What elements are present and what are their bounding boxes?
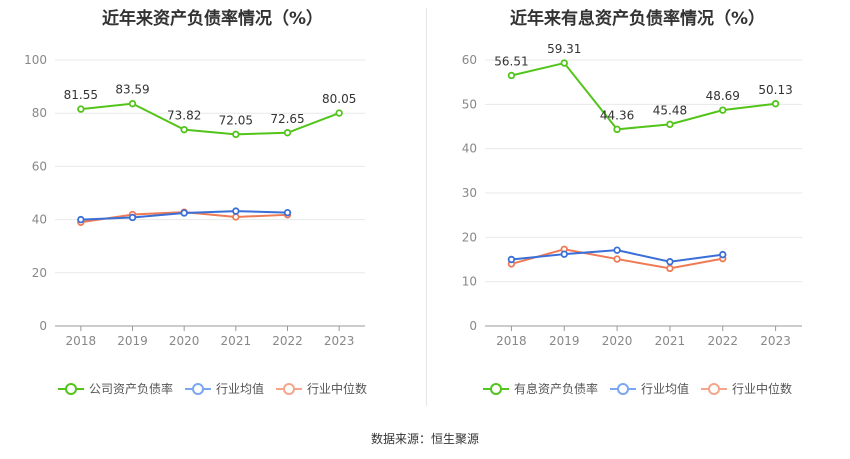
y-tick-label: 40	[32, 213, 47, 227]
data-point	[719, 250, 727, 259]
x-tick-label: 2022	[707, 334, 738, 348]
x-tick-label: 2023	[760, 334, 791, 348]
data-label: 50.13	[758, 83, 792, 97]
legend-marker-icon	[482, 382, 509, 396]
data-point	[771, 100, 780, 108]
y-tick-label: 0	[469, 319, 477, 333]
chart-panel-interest-debt-ratio: 近年来有息资产负债率情况（%） 0 10 20 30 40 50 60 2018 2019 202…	[425, 0, 850, 420]
data-label: 44.36	[600, 108, 634, 122]
data-point	[232, 130, 240, 139]
data-label: 80.05	[322, 92, 356, 106]
x-tick-label: 2018	[496, 334, 527, 348]
data-point	[666, 120, 674, 129]
series-line	[80, 102, 340, 136]
y-tick-label: 30	[462, 186, 477, 200]
data-label: 72.65	[270, 112, 304, 126]
data-point	[719, 106, 727, 114]
legend-item-industry-median[interactable]: 行业中位数	[701, 380, 792, 397]
legend-marker-icon	[701, 382, 727, 396]
legend-item-company[interactable]: 有息资产负债率	[482, 380, 598, 397]
legend-label: 行业均值	[215, 382, 264, 396]
y-tick-label: 20	[32, 266, 47, 280]
chart-title: 近年来有息资产负债率情况（%）	[509, 9, 766, 29]
x-tick-label: 2018	[66, 334, 97, 348]
data-point	[507, 255, 516, 264]
y-tick-label: 10	[462, 275, 477, 289]
y-tick-label: 40	[462, 142, 477, 156]
y-tick-label: 20	[462, 230, 477, 244]
legend-label: 行业中位数	[307, 382, 368, 396]
data-point	[666, 264, 674, 273]
data-point	[560, 59, 568, 67]
series-line	[511, 61, 776, 131]
panel-divider	[426, 8, 427, 406]
legend-item-industry-mean[interactable]: 行业均值	[184, 380, 264, 397]
data-point	[180, 209, 188, 217]
legend-marker-icon	[276, 382, 302, 396]
data-point	[613, 255, 621, 263]
data-point	[507, 71, 516, 80]
legend-label: 有息资产负债率	[513, 382, 598, 396]
data-label: 81.55	[64, 88, 98, 102]
legend-label: 公司资产负债率	[88, 382, 173, 396]
x-tick-label: 2019	[549, 334, 580, 348]
data-point	[77, 105, 85, 113]
data-label: 72.05	[219, 113, 253, 127]
y-tick-label: 80	[32, 106, 47, 120]
data-point	[77, 215, 85, 224]
data-point	[283, 129, 292, 137]
data-point	[335, 109, 343, 117]
data-point	[283, 208, 292, 217]
data-label: 48.69	[706, 89, 740, 103]
x-tick-label: 2020	[602, 334, 633, 348]
line-chart: 0 20 40 60 80 100 2018 2019 2020 2021 2022 2023 81.5…	[24, 53, 365, 348]
data-label: 73.82	[167, 109, 201, 123]
data-source: 数据来源：恒生聚源	[370, 432, 479, 446]
data-point	[613, 125, 621, 134]
data-point	[232, 213, 240, 221]
data-point	[613, 246, 621, 254]
x-tick-label: 2021	[655, 334, 686, 348]
legend-item-company[interactable]: 公司资产负债率	[57, 380, 173, 397]
legend-label: 行业中位数	[732, 382, 793, 396]
x-tick-label: 2021	[221, 334, 252, 348]
legend-marker-icon	[609, 382, 636, 396]
x-tick-label: 2023	[324, 334, 355, 348]
x-tick-label: 2019	[117, 334, 148, 348]
data-point	[128, 99, 137, 108]
y-tick-label: 100	[24, 53, 47, 67]
data-label: 59.31	[547, 42, 581, 56]
data-point	[128, 213, 137, 222]
data-point	[560, 250, 568, 258]
legend: 有息资产负债率 行业均值 行业中位数	[425, 380, 850, 397]
x-tick-label: 2022	[272, 334, 303, 348]
legend: 公司资产负债率 行业均值 行业中位数	[0, 380, 425, 397]
legend-marker-icon	[184, 382, 211, 396]
x-tick-label: 2020	[169, 334, 200, 348]
y-tick-label: 50	[462, 97, 477, 111]
legend-item-industry-median[interactable]: 行业中位数	[276, 380, 367, 397]
legend-item-industry-mean[interactable]: 行业均值	[609, 380, 689, 397]
line-chart: 0 10 20 30 40 50 60 2018 2019 2020 2021 2022 2023 56.…	[462, 42, 802, 348]
data-label: 56.51	[494, 54, 528, 68]
legend-label: 行业均值	[640, 382, 689, 396]
y-tick-label: 60	[32, 159, 47, 173]
chart-panel-debt-ratio: 近年来资产负债率情况（%） 0 20 40 60 80 100 2018 2019 2020 20…	[0, 0, 425, 420]
data-point	[232, 207, 240, 215]
data-label: 83.59	[115, 83, 149, 97]
y-tick-label: 0	[39, 319, 47, 333]
data-label: 45.48	[653, 103, 687, 117]
data-point	[180, 125, 188, 134]
y-tick-label: 60	[462, 53, 477, 67]
legend-marker-icon	[57, 382, 84, 396]
chart-title: 近年来资产负债率情况（%）	[101, 9, 324, 29]
data-point	[666, 258, 674, 266]
